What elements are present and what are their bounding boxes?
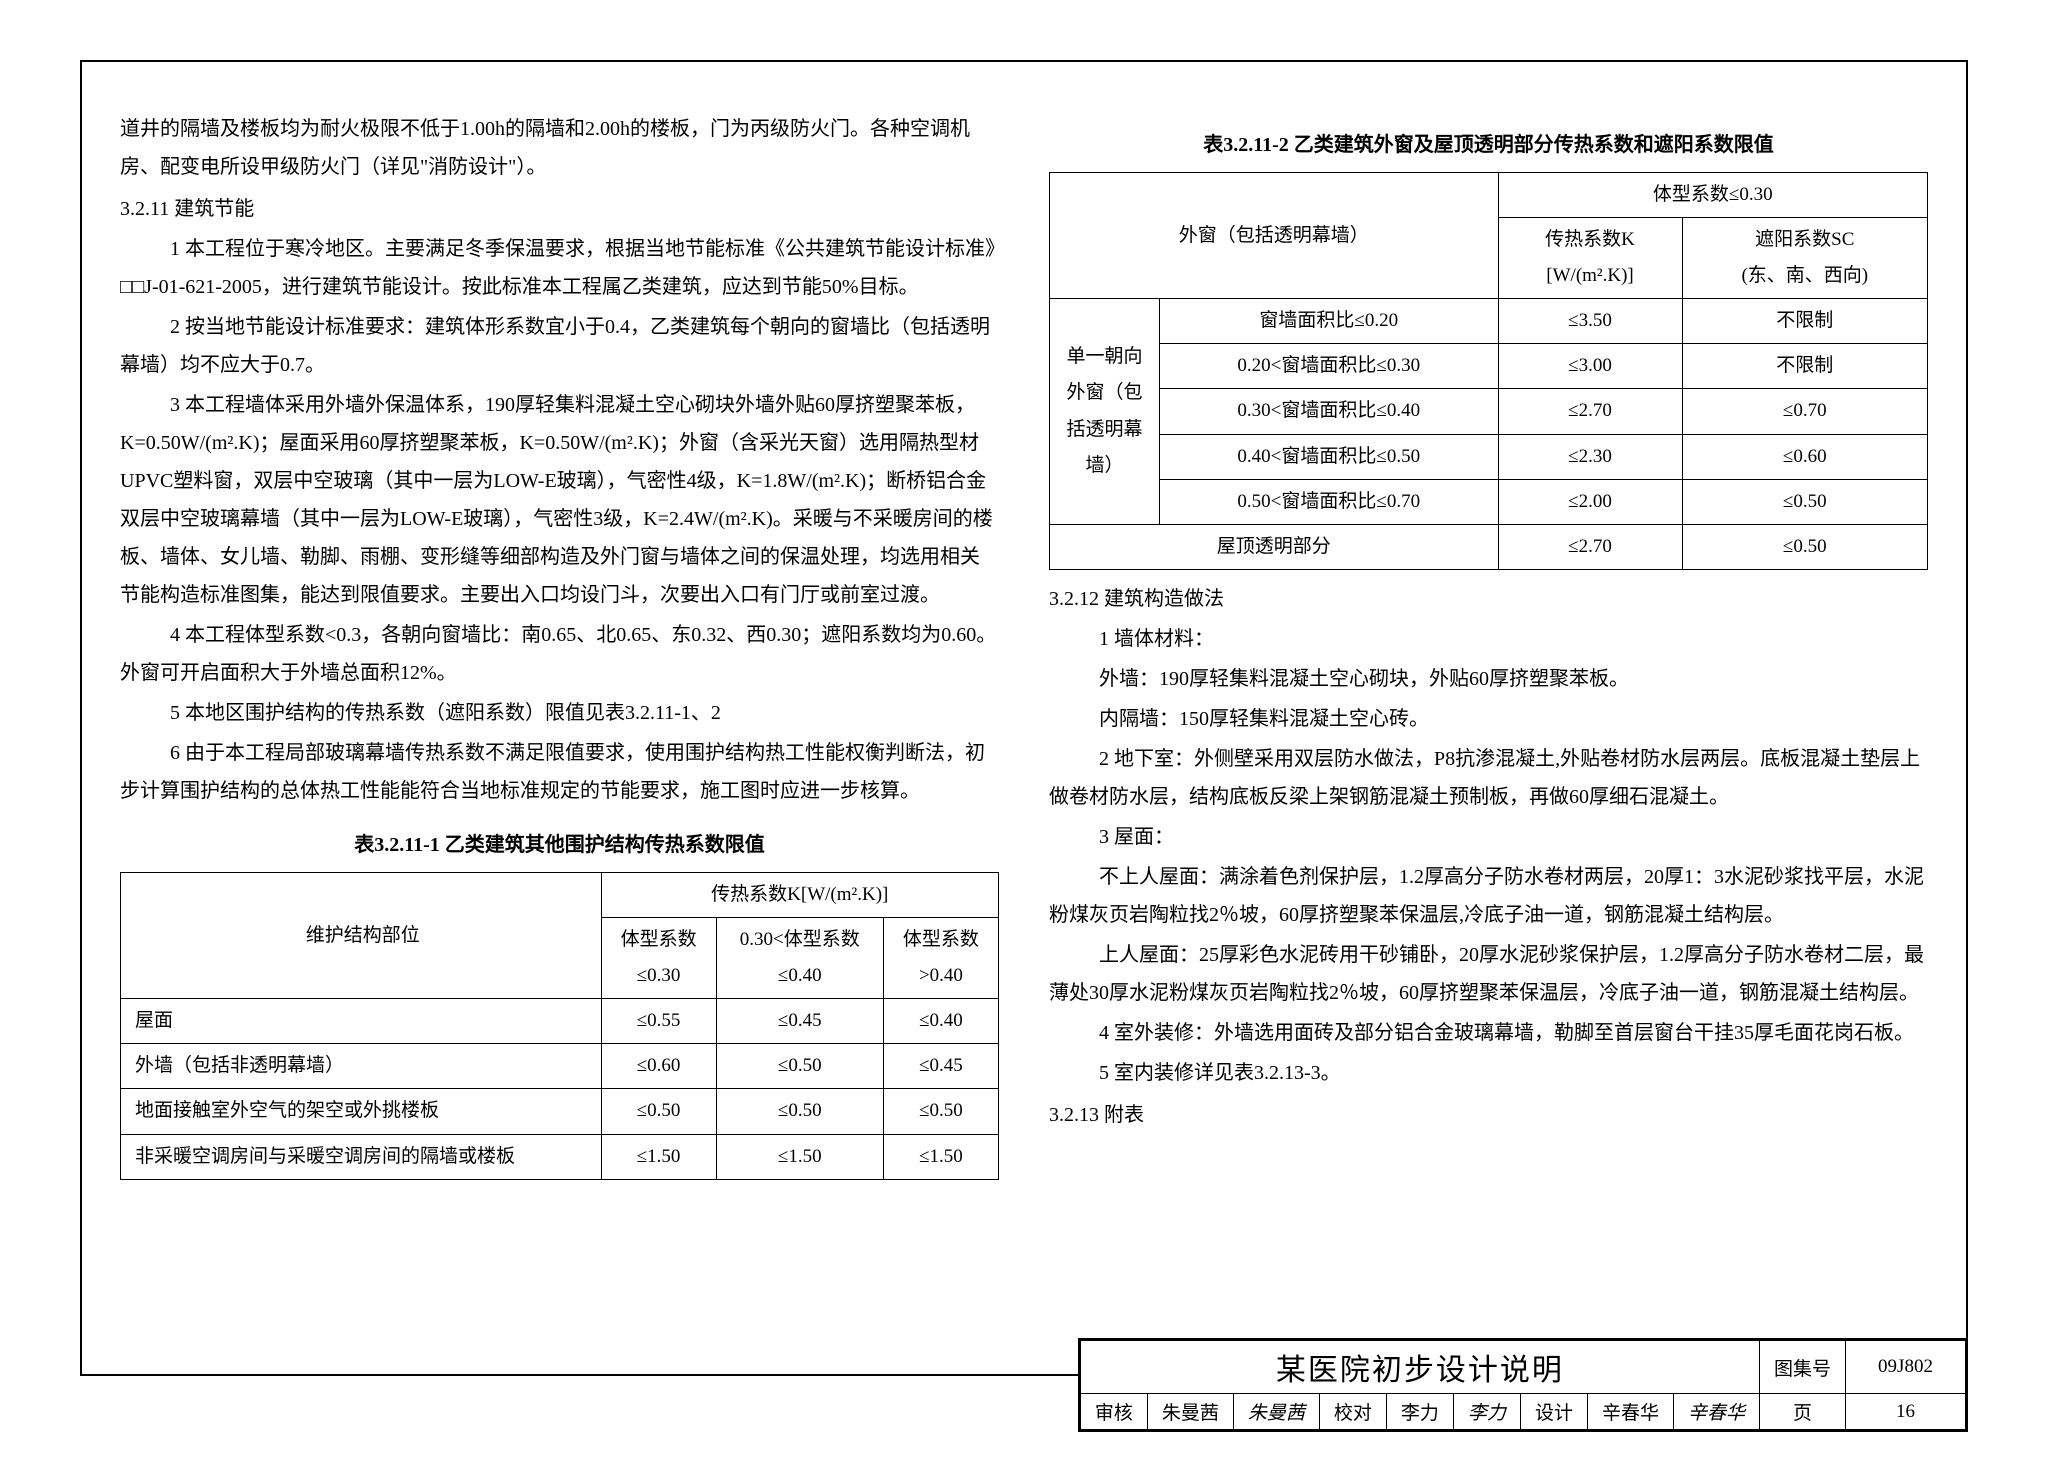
table-cell: 地面接触室外空气的架空或外挑楼板 bbox=[121, 1089, 602, 1134]
table-header: 0.30<体型系数 ≤0.40 bbox=[716, 918, 883, 999]
section-heading: 3.2.13 附表 bbox=[1049, 1096, 1928, 1134]
design-name: 辛春华 bbox=[1587, 1394, 1673, 1430]
table-row: 维护结构部位 传热系数K[W/(m².K)] bbox=[121, 873, 999, 918]
table-cell: ≤2.70 bbox=[1498, 524, 1682, 569]
body-text: 1 本工程位于寒冷地区。主要满足冬季保温要求，根据当地节能标准《公共建筑节能设计… bbox=[120, 230, 999, 306]
body-text: 内隔墙：150厚轻集料混凝土空心砖。 bbox=[1049, 700, 1928, 738]
table-header: 遮阳系数SC (东、南、西向) bbox=[1682, 218, 1927, 299]
table-cell: ≤2.70 bbox=[1498, 389, 1682, 434]
table-cell: 屋面 bbox=[121, 999, 602, 1044]
table-cell: 窗墙面积比≤0.20 bbox=[1160, 299, 1499, 344]
table-cell: ≤0.70 bbox=[1682, 389, 1927, 434]
table-header: 传热系数K [W/(m².K)] bbox=[1498, 218, 1682, 299]
table-row: 0.40<窗墙面积比≤0.50 ≤2.30 ≤0.60 bbox=[1050, 434, 1928, 479]
right-column: 表3.2.11-2 乙类建筑外窗及屋顶透明部分传热系数和遮阳系数限值 外窗（包括… bbox=[1049, 110, 1928, 1296]
table-1: 维护结构部位 传热系数K[W/(m².K)] 体型系数 ≤0.30 0.30<体… bbox=[120, 872, 999, 1180]
table-cell: ≤0.50 bbox=[1682, 524, 1927, 569]
table-row: 外窗（包括透明幕墙） 体型系数≤0.30 bbox=[1050, 173, 1928, 218]
table-cell: ≤0.50 bbox=[601, 1089, 716, 1134]
body-text: 3 本工程墙体采用外墙外保温体系，190厚轻集料混凝土空心砌块外墙外贴60厚挤塑… bbox=[120, 386, 999, 614]
check-label: 校对 bbox=[1319, 1394, 1386, 1430]
table-cell: ≤0.45 bbox=[716, 999, 883, 1044]
table-cell: 不限制 bbox=[1682, 299, 1927, 344]
table-header: 体型系数 ≤0.30 bbox=[601, 918, 716, 999]
table-row: 地面接触室外空气的架空或外挑楼板 ≤0.50 ≤0.50 ≤0.50 bbox=[121, 1089, 999, 1134]
table-cell: ≤0.45 bbox=[883, 1044, 998, 1089]
table-cell: 屋顶透明部分 bbox=[1050, 524, 1499, 569]
atlas-number: 09J802 bbox=[1846, 1341, 1966, 1394]
page-content: 道井的隔墙及楼板均为耐火极限不低于1.00h的隔墙和2.00h的楼板，门为丙级防… bbox=[80, 60, 1968, 1336]
table-row: 0.30<窗墙面积比≤0.40 ≤2.70 ≤0.70 bbox=[1050, 389, 1928, 434]
table-header: 外窗（包括透明幕墙） bbox=[1050, 173, 1499, 299]
body-text: 1 墙体材料： bbox=[1049, 620, 1928, 658]
body-text: 道井的隔墙及楼板均为耐火极限不低于1.00h的隔墙和2.00h的楼板，门为丙级防… bbox=[120, 110, 999, 186]
atlas-label: 图集号 bbox=[1759, 1341, 1845, 1394]
table-cell: 不限制 bbox=[1682, 344, 1927, 389]
table-cell: ≤0.55 bbox=[601, 999, 716, 1044]
body-text: 3 屋面： bbox=[1049, 818, 1928, 856]
table-cell: ≤0.60 bbox=[1682, 434, 1927, 479]
title-block: 某医院初步设计说明图集号09J802审核朱曼茜朱曼茜校对李力李力设计辛春华辛春华… bbox=[1078, 1338, 1968, 1432]
body-text: 2 地下室：外侧壁采用双层防水做法，P8抗渗混凝土,外贴卷材防水层两层。底板混凝… bbox=[1049, 740, 1928, 816]
review-signature: 朱曼茜 bbox=[1233, 1394, 1319, 1430]
table-cell: 单一朝向外窗（包括透明幕墙） bbox=[1050, 299, 1160, 524]
table-cell: ≤0.40 bbox=[883, 999, 998, 1044]
table-row: 屋面 ≤0.55 ≤0.45 ≤0.40 bbox=[121, 999, 999, 1044]
body-text: 2 按当地节能设计标准要求：建筑体形系数宜小于0.4，乙类建筑每个朝向的窗墙比（… bbox=[120, 308, 999, 384]
body-text: 外墙：190厚轻集料混凝土空心砌块，外贴60厚挤塑聚苯板。 bbox=[1049, 660, 1928, 698]
page-label: 页 bbox=[1759, 1394, 1845, 1430]
table-cell: 外墙（包括非透明幕墙） bbox=[121, 1044, 602, 1089]
table-cell: ≤0.50 bbox=[716, 1089, 883, 1134]
design-signature: 辛春华 bbox=[1673, 1394, 1759, 1430]
table-cell: 0.50<窗墙面积比≤0.70 bbox=[1160, 479, 1499, 524]
table-title: 表3.2.11-1 乙类建筑其他围护结构传热系数限值 bbox=[120, 826, 999, 864]
section-heading: 3.2.11 建筑节能 bbox=[120, 190, 999, 228]
table-cell: ≤0.50 bbox=[716, 1044, 883, 1089]
table-row: 单一朝向外窗（包括透明幕墙） 窗墙面积比≤0.20 ≤3.50 不限制 bbox=[1050, 299, 1928, 344]
check-signature: 李力 bbox=[1453, 1394, 1520, 1430]
table-cell: ≤1.50 bbox=[716, 1134, 883, 1179]
body-text: 上人屋面：25厚彩色水泥砖用干砂铺卧，20厚水泥砂浆保护层，1.2厚高分子防水卷… bbox=[1049, 936, 1928, 1012]
body-text: 6 由于本工程局部玻璃幕墙传热系数不满足限值要求，使用围护结构热工性能权衡判断法… bbox=[120, 734, 999, 810]
review-label: 审核 bbox=[1080, 1394, 1147, 1430]
table-cell: ≤2.30 bbox=[1498, 434, 1682, 479]
check-name: 李力 bbox=[1386, 1394, 1453, 1430]
table-cell: ≤0.50 bbox=[1682, 479, 1927, 524]
table-header: 传热系数K[W/(m².K)] bbox=[601, 873, 998, 918]
table-cell: ≤0.50 bbox=[883, 1089, 998, 1134]
table-header: 体型系数≤0.30 bbox=[1498, 173, 1928, 218]
table-row: 0.50<窗墙面积比≤0.70 ≤2.00 ≤0.50 bbox=[1050, 479, 1928, 524]
table-row: 外墙（包括非透明幕墙） ≤0.60 ≤0.50 ≤0.45 bbox=[121, 1044, 999, 1089]
table-cell: ≤0.60 bbox=[601, 1044, 716, 1089]
table-title: 表3.2.11-2 乙类建筑外窗及屋顶透明部分传热系数和遮阳系数限值 bbox=[1049, 126, 1928, 164]
table-row: 0.20<窗墙面积比≤0.30 ≤3.00 不限制 bbox=[1050, 344, 1928, 389]
section-heading: 3.2.12 建筑构造做法 bbox=[1049, 580, 1928, 618]
table-cell: 0.20<窗墙面积比≤0.30 bbox=[1160, 344, 1499, 389]
left-column: 道井的隔墙及楼板均为耐火极限不低于1.00h的隔墙和2.00h的楼板，门为丙级防… bbox=[120, 110, 999, 1296]
table-row: 屋顶透明部分 ≤2.70 ≤0.50 bbox=[1050, 524, 1928, 569]
table-cell: ≤2.00 bbox=[1498, 479, 1682, 524]
table-cell: ≤3.50 bbox=[1498, 299, 1682, 344]
table-row: 非采暖空调房间与采暖空调房间的隔墙或楼板 ≤1.50 ≤1.50 ≤1.50 bbox=[121, 1134, 999, 1179]
table-cell: ≤3.00 bbox=[1498, 344, 1682, 389]
table-cell: 0.40<窗墙面积比≤0.50 bbox=[1160, 434, 1499, 479]
table-cell: ≤1.50 bbox=[601, 1134, 716, 1179]
design-label: 设计 bbox=[1520, 1394, 1587, 1430]
body-text: 5 室内装修详见表3.2.13-3。 bbox=[1049, 1054, 1928, 1092]
body-text: 4 本工程体型系数<0.3，各朝向窗墙比：南0.65、北0.65、东0.32、西… bbox=[120, 616, 999, 692]
table-cell: 0.30<窗墙面积比≤0.40 bbox=[1160, 389, 1499, 434]
table-header: 体型系数 >0.40 bbox=[883, 918, 998, 999]
body-text: 4 室外装修：外墙选用面砖及部分铝合金玻璃幕墙，勒脚至首层窗台干挂35厚毛面花岗… bbox=[1049, 1014, 1928, 1052]
table-cell: ≤1.50 bbox=[883, 1134, 998, 1179]
body-text: 不上人屋面：满涂着色剂保护层，1.2厚高分子防水卷材两层，20厚1：3水泥砂浆找… bbox=[1049, 858, 1928, 934]
review-name: 朱曼茜 bbox=[1147, 1394, 1233, 1430]
page-number: 16 bbox=[1846, 1394, 1966, 1430]
drawing-title: 某医院初步设计说明 bbox=[1080, 1341, 1759, 1394]
body-text: 5 本地区围护结构的传热系数（遮阳系数）限值见表3.2.11-1、2 bbox=[120, 694, 999, 732]
table-cell: 非采暖空调房间与采暖空调房间的隔墙或楼板 bbox=[121, 1134, 602, 1179]
table-header: 维护结构部位 bbox=[121, 873, 602, 999]
table-2: 外窗（包括透明幕墙） 体型系数≤0.30 传热系数K [W/(m².K)] 遮阳… bbox=[1049, 172, 1928, 570]
